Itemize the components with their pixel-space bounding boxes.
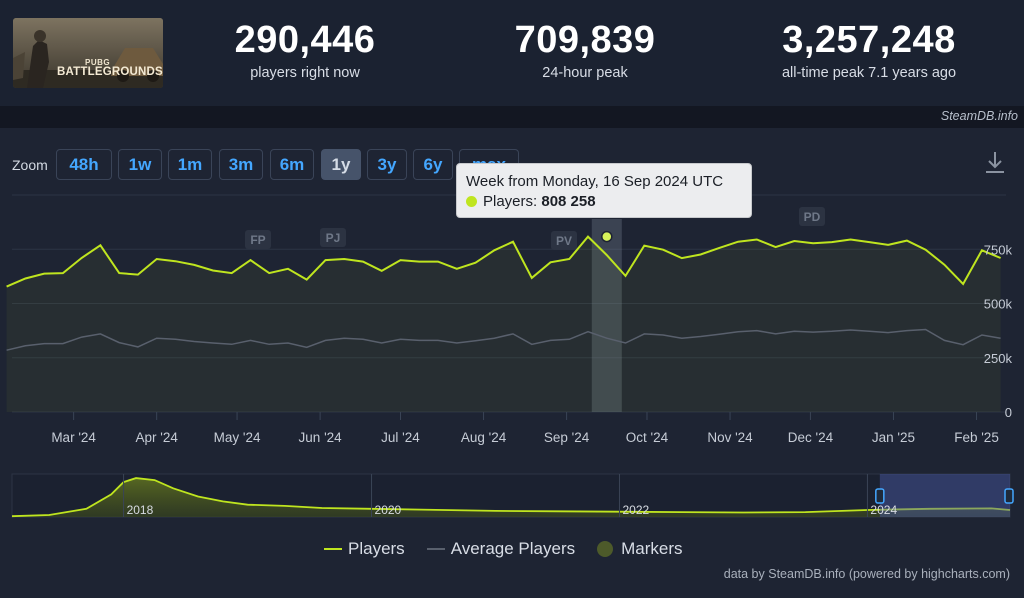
stat-label: 24-hour peak: [542, 65, 628, 81]
game-logo[interactable]: PUBG BATTLEGROUNDS: [13, 18, 163, 88]
y-axis: 750k 500k 250k 0: [984, 242, 1013, 420]
x-tick-label: Aug '24: [461, 430, 507, 445]
marker-badge: [245, 230, 271, 249]
zoom-button-6m[interactable]: 6m: [270, 149, 314, 180]
marker-label: PD: [804, 210, 821, 224]
zoom-button-48h[interactable]: 48h: [56, 149, 112, 180]
tooltip-value: 808 258: [541, 193, 596, 210]
navigator-area: [12, 478, 1010, 517]
navigator-handle-left[interactable]: [875, 488, 885, 504]
game-artwork: [13, 18, 163, 88]
chart-credits[interactable]: data by SteamDB.info (powered by highcha…: [723, 567, 1010, 581]
hover-band: [591, 219, 622, 412]
legend-markers[interactable]: Markers: [597, 539, 683, 559]
navigator-selection[interactable]: [879, 474, 1010, 517]
x-tick-label: Apr '24: [135, 430, 178, 445]
legend-average-players[interactable]: Average Players: [426, 539, 576, 559]
marker-badge: [320, 228, 346, 247]
chart-tooltip: Week from Monday, 16 Sep 2024 UTC Player…: [456, 163, 752, 218]
y-tick-label: 250k: [984, 351, 1013, 366]
marker-pj[interactable]: PJ: [320, 228, 346, 247]
marker-fp[interactable]: FP: [245, 230, 271, 249]
stat-current-players: 290,446 players right now: [205, 18, 405, 81]
navigator-year-label: 2020: [375, 503, 402, 517]
tooltip-title: Week from Monday, 16 Sep 2024 UTC: [466, 173, 724, 190]
stat-label: all-time peak 7.1 years ago: [781, 65, 957, 81]
x-tick-label: Oct '24: [626, 430, 669, 445]
marker-badge: [799, 207, 825, 226]
marker-pv[interactable]: PV: [551, 231, 577, 250]
x-tick-label: Sep '24: [544, 430, 590, 445]
x-tick-label: Jan '25: [872, 430, 915, 445]
navigator-year-label: 2022: [622, 503, 649, 517]
zoom-button-1m[interactable]: 1m: [168, 149, 212, 180]
legend-markers-label: Markers: [621, 539, 683, 558]
zoom-button-6y[interactable]: 6y: [413, 149, 453, 180]
navigator-year-label: 2018: [127, 503, 154, 517]
stat-value: 290,446: [234, 19, 376, 61]
tooltip-series-dot: [466, 196, 477, 207]
x-tick-label: Mar '24: [51, 430, 96, 445]
chart-legend: Players Average Players Markers: [324, 538, 705, 560]
header-bar: PUBG BATTLEGROUNDS 290,446 players right…: [0, 0, 1024, 106]
logo-text-pubg: PUBG: [85, 58, 111, 67]
x-tick-label: Feb '25: [954, 430, 999, 445]
logo-text-battlegrounds: BATTLEGROUNDS: [57, 66, 163, 78]
players-line-icon: [324, 548, 342, 550]
navigator-year-label: 2024: [870, 503, 897, 517]
x-tick-label: Nov '24: [707, 430, 753, 445]
tooltip-value-row: Players: 808 258: [466, 193, 596, 210]
y-tick-label: 0: [1005, 405, 1012, 420]
marker-label: PJ: [326, 231, 341, 245]
markers-circle-icon: [597, 541, 614, 557]
download-icon[interactable]: [983, 150, 1007, 176]
stat-24h-peak: 709,839 24-hour peak: [485, 18, 685, 81]
average-line-icon: [426, 548, 445, 550]
y-tick-label: 500k: [984, 297, 1013, 312]
marker-pd[interactable]: PD: [799, 207, 825, 226]
navigator-handle-right[interactable]: [1004, 488, 1014, 504]
zoom-button-3m[interactable]: 3m: [219, 149, 263, 180]
x-tick-label: Dec '24: [788, 430, 834, 445]
stat-value: 3,257,248: [782, 19, 956, 61]
stat-label: players right now: [250, 65, 360, 81]
zoom-button-1w[interactable]: 1w: [118, 149, 162, 180]
zoom-button-3y[interactable]: 3y: [367, 149, 407, 180]
source-strip: SteamDB.info: [0, 106, 1024, 128]
marker-badge: [551, 231, 577, 250]
legend-players[interactable]: Players: [324, 539, 405, 559]
players-line[interactable]: [6, 235, 1001, 288]
marker-label: PV: [556, 234, 572, 248]
chart-markers: FP PJ PV PD: [245, 207, 825, 250]
stat-value: 709,839: [514, 19, 656, 61]
marker-label: FP: [250, 233, 265, 247]
zoom-button-1y[interactable]: 1y: [321, 149, 361, 180]
chart-navigator[interactable]: 2018 2020 2022 2024: [11, 473, 1014, 518]
x-axis: Mar '24 Apr '24 May '24 Jun '24 Jul '24 Aug '…: [51, 412, 999, 445]
x-tick-label: Jun '24: [299, 430, 343, 445]
x-tick-label: May '24: [214, 430, 261, 445]
chart-plot-area: [6, 219, 1001, 412]
highlight-point[interactable]: [601, 230, 613, 243]
tooltip-series-label: Players:: [483, 193, 538, 210]
source-label[interactable]: SteamDB.info: [940, 109, 1018, 123]
players-area: [6, 236, 1001, 412]
legend-players-label: Players: [348, 539, 405, 558]
average-players-line[interactable]: [6, 328, 1001, 351]
x-tick-label: Jul '24: [381, 430, 420, 445]
zoom-label: Zoom: [12, 157, 48, 173]
stat-all-time-peak: 3,257,248 all-time peak 7.1 years ago: [749, 18, 989, 81]
legend-average-label: Average Players: [450, 539, 576, 558]
y-tick-label: 750k: [984, 242, 1013, 257]
